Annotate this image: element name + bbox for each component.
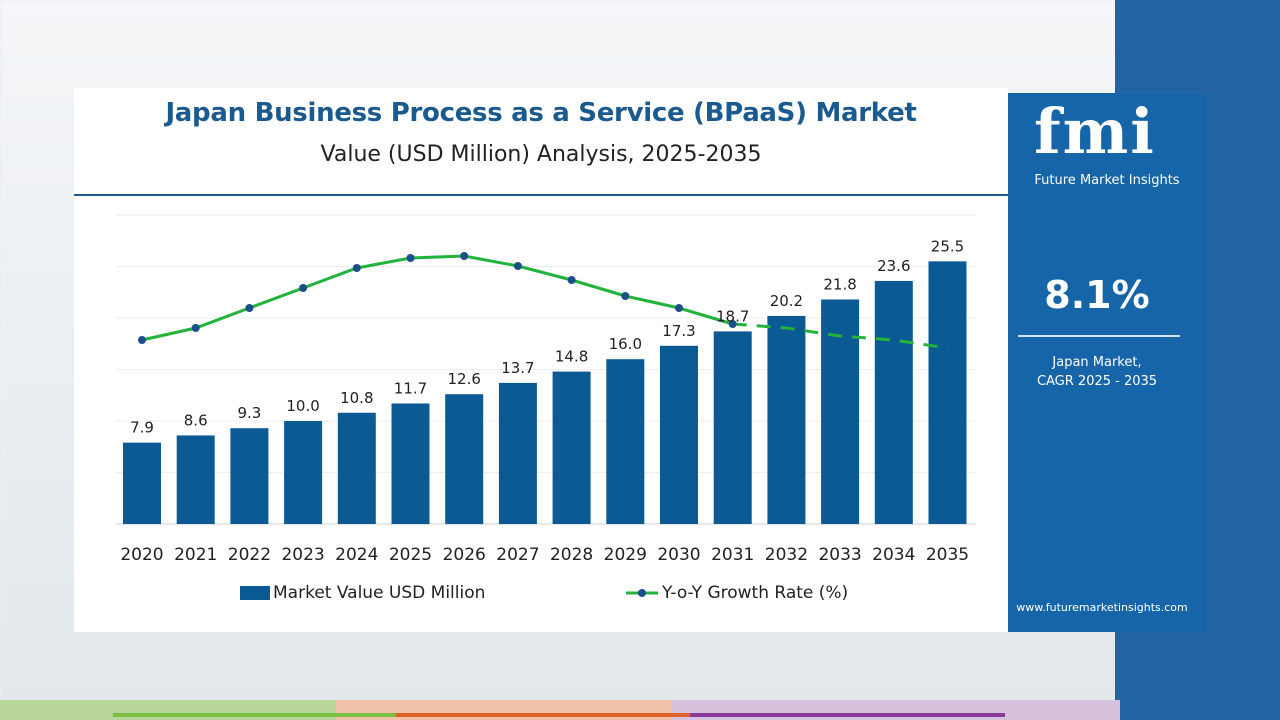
bar-value-label: 7.9 — [130, 419, 154, 437]
growth-marker — [460, 252, 469, 260]
x-tick-label: 2026 — [443, 545, 486, 565]
bar-value-label: 20.2 — [770, 292, 803, 310]
bar — [660, 345, 698, 524]
legend-bar-swatch — [240, 586, 270, 600]
info-panel: fmi Future Market Insights 8.1% Japan Ma… — [1008, 93, 1206, 632]
bar-value-label: 17.3 — [662, 322, 695, 340]
bar — [284, 421, 323, 524]
accent-strip-orange — [396, 713, 690, 717]
x-tick-label: 2025 — [389, 545, 432, 565]
blurred-background-strip — [0, 700, 1120, 720]
x-tick-label: 2029 — [604, 545, 647, 565]
bar — [176, 435, 215, 524]
panel-divider — [1018, 335, 1180, 337]
bar-value-label: 10.8 — [340, 389, 373, 407]
bar — [123, 442, 161, 524]
chart-card: Japan Business Process as a Service (BPa… — [74, 88, 1008, 717]
bar-value-label: 11.7 — [394, 379, 427, 397]
bar — [445, 394, 484, 524]
bar — [606, 359, 645, 524]
growth-line-solid — [141, 254, 734, 342]
x-tick-label: 2027 — [496, 545, 539, 565]
website-link[interactable]: www.futuremarketinsights.com — [1016, 601, 1188, 614]
x-tick-label: 2023 — [281, 545, 324, 565]
accent-strip-purple — [690, 713, 1005, 717]
bar-value-label: 12.6 — [447, 370, 480, 388]
bar-value-label: 21.8 — [823, 275, 856, 293]
chart-title: Japan Business Process as a Service (BPa… — [165, 98, 917, 128]
growth-marker — [621, 292, 630, 300]
bar — [767, 315, 806, 524]
growth-marker — [675, 304, 683, 312]
accent-strip-green — [113, 713, 396, 717]
x-tick-label: 2024 — [335, 545, 378, 565]
title-divider — [74, 194, 1008, 196]
legend-bar-label: Market Value USD Million — [273, 583, 485, 603]
chart-plot: 7.9 8.6 9.3 10.0 10.8 11.7 12.6 13.7 14.8 16.0 17.… — [116, 214, 976, 603]
logo-subtitle: Future Market Insights — [1034, 173, 1180, 188]
x-tick-label: 2031 — [711, 545, 754, 565]
growth-marker — [352, 264, 361, 272]
x-tick-label: 2020 — [120, 545, 163, 565]
growth-marker — [245, 304, 254, 312]
bar-value-label: 10.0 — [286, 397, 319, 415]
bar-value-label: 9.3 — [237, 404, 261, 422]
bar — [498, 382, 537, 524]
bar — [928, 261, 967, 524]
bar-value-label: 25.5 — [931, 237, 964, 255]
legend-line-marker — [638, 589, 646, 597]
legend-line-label: Y-o-Y Growth Rate (%) — [661, 583, 848, 603]
x-tick-label: 2033 — [818, 545, 861, 565]
x-tick-label: 2022 — [228, 545, 271, 565]
cagr-caption-line2: CAGR 2025 - 2035 — [1036, 374, 1158, 389]
x-tick-label: 2034 — [872, 545, 915, 565]
cagr-value: 8.1% — [1044, 273, 1150, 317]
x-tick-label: 2028 — [550, 545, 593, 565]
bar-value-label: 16.0 — [609, 335, 642, 353]
bar-value-label: 18.7 — [716, 307, 749, 325]
bar — [230, 428, 269, 524]
bar-value-label: 14.8 — [555, 348, 588, 366]
growth-marker — [513, 262, 522, 270]
growth-marker — [138, 336, 146, 344]
growth-marker — [728, 320, 737, 328]
bar — [337, 412, 376, 524]
chart-subtitle: Value (USD Million) Analysis, 2025-2035 — [320, 142, 762, 167]
x-tick-label: 2035 — [926, 545, 969, 565]
bar-value-label: 8.6 — [184, 411, 208, 429]
growth-marker — [567, 276, 576, 284]
bar — [552, 371, 591, 524]
growth-marker — [299, 284, 308, 292]
x-tick-label: 2021 — [174, 545, 217, 565]
bar — [713, 331, 752, 524]
x-tick-label: 2030 — [657, 545, 700, 565]
bar — [874, 280, 913, 524]
legend: Market Value USD Million Y-o-Y Growth Ra… — [240, 583, 848, 603]
bar-value-label: 13.7 — [501, 359, 534, 377]
bar — [821, 299, 860, 524]
growth-marker — [406, 254, 415, 262]
growth-line-dashed — [732, 322, 948, 350]
cagr-caption-line1: Japan Market, — [1052, 355, 1142, 370]
x-tick-label: 2032 — [765, 545, 808, 565]
bar-value-label: 23.6 — [877, 257, 910, 275]
cagr-caption: Japan Market, CAGR 2025 - 2035 — [1008, 353, 1186, 391]
bar — [391, 403, 430, 524]
fmi-logo: fmi — [1034, 95, 1156, 168]
growth-marker — [191, 324, 200, 332]
